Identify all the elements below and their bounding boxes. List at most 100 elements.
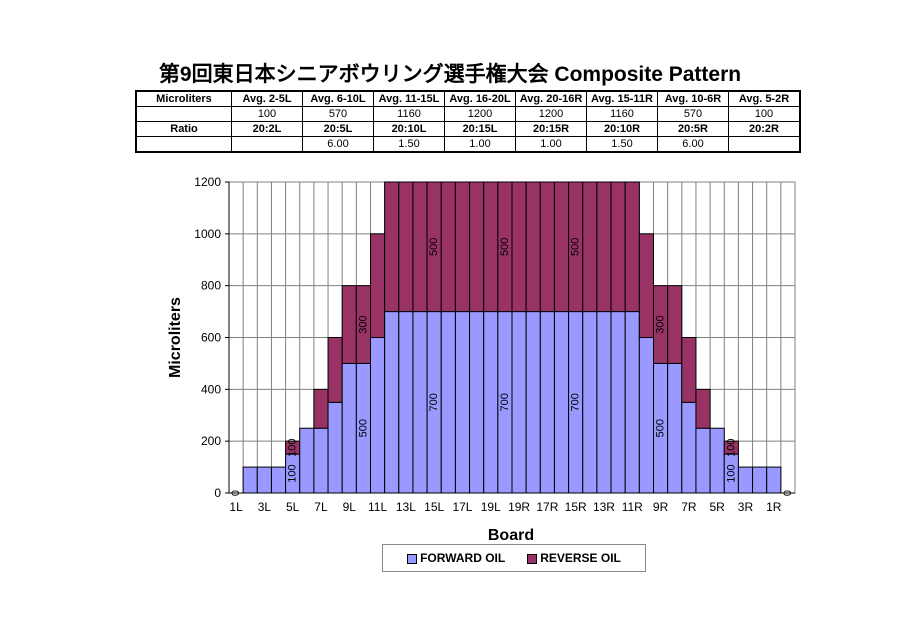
reverse-oil-bar xyxy=(610,181,626,313)
reverse-oil-bar xyxy=(341,285,357,364)
x-tick-label: 19R xyxy=(508,500,530,514)
x-tick-label: 15L xyxy=(424,500,444,514)
table-cell: 20:5L xyxy=(302,121,374,137)
data-label: 500 xyxy=(499,238,511,256)
forward-oil-bar xyxy=(440,311,456,494)
x-tick-label: 7L xyxy=(314,500,328,514)
chart-legend: FORWARD OIL REVERSE OIL xyxy=(382,544,646,572)
x-tick-label: 1R xyxy=(766,500,782,514)
table-cell: 20:2R xyxy=(728,121,801,137)
reverse-oil-bar xyxy=(440,181,456,313)
data-label: 500 xyxy=(357,419,369,437)
forward-oil-bar xyxy=(681,401,697,494)
data-label: 0 xyxy=(782,490,794,496)
reverse-oil-bar xyxy=(313,388,329,429)
x-axis-title: Board xyxy=(488,527,534,544)
chart-title: 第9回東日本シニアボウリング選手権大会 Composite Pattern xyxy=(158,63,742,86)
forward-oil-bar xyxy=(539,311,555,494)
forward-oil-bar xyxy=(469,311,485,494)
x-tick-label: 17R xyxy=(536,500,558,514)
data-label: 100 xyxy=(725,438,737,456)
y-tick-label: 1000 xyxy=(194,227,221,241)
table-cell: 100 xyxy=(231,106,303,122)
reverse-oil-bar xyxy=(483,181,499,313)
y-tick-label: 200 xyxy=(201,434,221,448)
forward-swatch-icon xyxy=(407,553,418,564)
reverse-oil-bar xyxy=(582,181,598,313)
forward-oil-bar xyxy=(313,427,329,494)
x-tick-label: 3R xyxy=(738,500,754,514)
reverse-oil-bar xyxy=(525,181,541,313)
y-tick-label: 800 xyxy=(201,279,221,293)
data-label: 500 xyxy=(428,238,440,256)
table-cell: Avg. 16-20L xyxy=(444,90,516,107)
table-cell: 20:15R xyxy=(515,121,587,137)
table-cell: Ratio xyxy=(135,121,232,137)
legend-label: FORWARD OIL xyxy=(420,551,506,565)
table-row: Microliters Avg. 2-5L Avg. 6-10L Avg. 11… xyxy=(135,90,801,107)
reverse-oil-bar xyxy=(553,181,570,313)
reverse-oil-bar xyxy=(511,181,527,313)
table-row: Ratio 20:2L 20:5L 20:10L 20:15L 20:15R 2… xyxy=(135,121,801,137)
data-label: 300 xyxy=(655,315,667,333)
y-axis-title: Microliters xyxy=(167,297,184,378)
reverse-oil-bar xyxy=(681,337,697,403)
reverse-oil-bar xyxy=(469,181,485,313)
x-tick-label: 5L xyxy=(286,500,300,514)
forward-oil-bar xyxy=(327,401,343,494)
forward-oil-bar xyxy=(624,311,640,494)
forward-oil-bar xyxy=(667,362,683,494)
data-label: 700 xyxy=(499,393,511,411)
legend-item-reverse: REVERSE OIL xyxy=(527,551,621,565)
reverse-oil-bar xyxy=(596,181,612,313)
reverse-oil-bar xyxy=(624,181,640,313)
forward-oil-bar xyxy=(695,427,711,494)
reverse-oil-bar xyxy=(454,181,471,313)
reverse-oil-bar xyxy=(539,181,555,313)
reverse-oil-bar xyxy=(667,285,683,364)
data-label: 0 xyxy=(230,490,242,496)
reverse-oil-bar xyxy=(638,233,654,338)
reverse-oil-bar xyxy=(412,181,428,313)
forward-oil-bar xyxy=(412,311,428,494)
reverse-oil-bar xyxy=(370,233,386,338)
data-label: 100 xyxy=(287,438,299,456)
table-cell: 20:10R xyxy=(586,121,658,137)
forward-oil-bar xyxy=(270,466,287,494)
x-tick-label: 19L xyxy=(481,500,501,514)
forward-oil-bar xyxy=(511,311,527,494)
table-row: 6.00 1.50 1.00 1.00 1.50 6.00 xyxy=(135,136,801,153)
table-cell: 1.00 xyxy=(444,136,516,153)
x-tick-label: 9L xyxy=(343,500,357,514)
table-cell: 1200 xyxy=(444,106,516,122)
forward-oil-bar xyxy=(242,466,258,494)
forward-oil-bar xyxy=(454,311,471,494)
table-row: 100 570 1160 1200 1200 1160 570 100 xyxy=(135,106,801,122)
data-label: 300 xyxy=(357,315,369,333)
reverse-swatch-icon xyxy=(527,553,538,564)
x-tick-label: 11L xyxy=(368,500,387,514)
x-tick-label: 13L xyxy=(396,500,416,514)
forward-oil-bar xyxy=(610,311,626,494)
forward-oil-bar xyxy=(525,311,541,494)
data-label: 700 xyxy=(570,393,582,411)
table-cell: Avg. 15-11R xyxy=(586,90,658,107)
forward-oil-bar xyxy=(709,427,725,494)
forward-oil-bar xyxy=(766,466,782,494)
pattern-table: Microliters Avg. 2-5L Avg. 6-10L Avg. 11… xyxy=(135,90,801,153)
forward-oil-bar xyxy=(582,311,598,494)
forward-oil-bar xyxy=(370,337,386,494)
forward-oil-bar xyxy=(553,311,570,494)
x-tick-label: 5R xyxy=(710,500,726,514)
x-tick-label: 13R xyxy=(593,500,615,514)
forward-oil-bar xyxy=(384,311,400,494)
x-tick-label: 3L xyxy=(258,500,272,514)
forward-oil-bar xyxy=(299,427,315,494)
y-tick-label: 600 xyxy=(201,331,221,345)
forward-oil-bar xyxy=(737,466,754,494)
reverse-oil-bar xyxy=(384,181,400,313)
y-tick-label: 400 xyxy=(201,382,221,396)
table-cell: 20:5R xyxy=(657,121,729,137)
forward-oil-bar xyxy=(596,311,612,494)
